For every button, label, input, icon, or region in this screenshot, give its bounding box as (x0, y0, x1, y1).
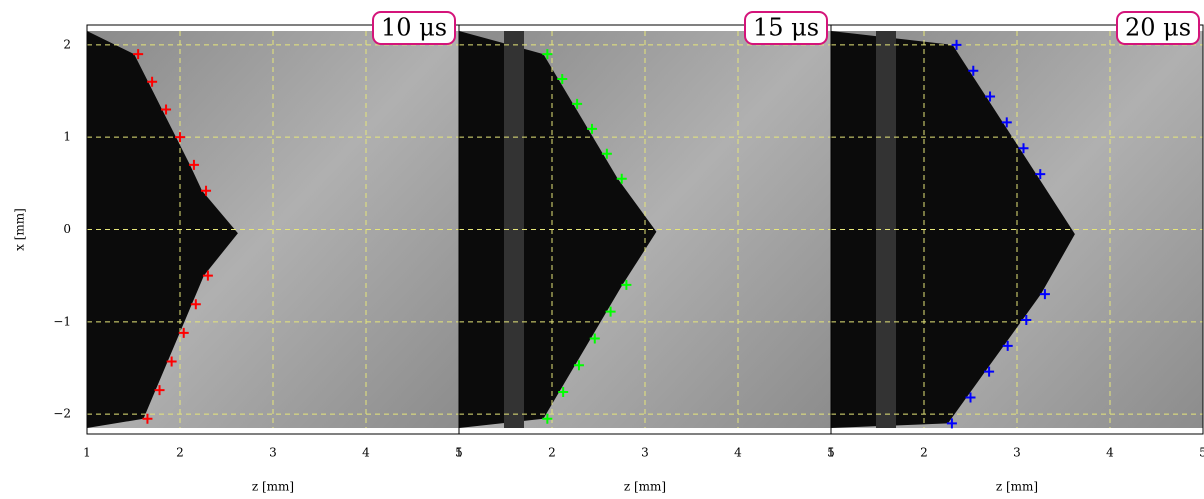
front-marker (572, 98, 583, 109)
x-tick-label: 5 (455, 446, 463, 460)
front-marker (985, 91, 996, 102)
front-marker (178, 327, 189, 338)
annotation: 10 μs (381, 14, 447, 42)
annotation-box (372, 11, 456, 45)
front-marker (573, 360, 584, 371)
x-axis-label: z [mm] (624, 480, 666, 494)
front-marker (154, 385, 165, 396)
front-marker (586, 123, 597, 134)
x-tick-label: 2 (920, 446, 928, 460)
y-tick-label: 0 (63, 222, 71, 236)
front-marker (605, 306, 616, 317)
front-marker (161, 104, 172, 115)
front-marker (1002, 340, 1013, 351)
x-axis-label: z [mm] (996, 480, 1038, 494)
front-marker (946, 418, 957, 429)
front-marker (190, 299, 201, 310)
x-tick-label: 1 (455, 446, 463, 460)
front-marker (142, 413, 153, 424)
x-tick-label: 3 (641, 446, 649, 460)
x-tick-label: 4 (362, 446, 370, 460)
annotation: 15 μs (753, 14, 819, 42)
frame (830, 24, 1204, 435)
y-tick-label: −1 (53, 314, 71, 328)
front-marker (1035, 169, 1046, 180)
front-marker (557, 74, 568, 85)
x-axis-label: z [mm] (252, 480, 294, 494)
x-tick-label: 3 (269, 446, 277, 460)
y-axis-label: x [mm] (13, 208, 27, 251)
front-marker (951, 39, 962, 50)
front-marker (616, 173, 627, 184)
front-marker (188, 159, 199, 170)
front-marker (1001, 117, 1012, 128)
front-marker (166, 356, 177, 367)
y-tick-label: −2 (53, 407, 71, 421)
front-marker (558, 386, 569, 397)
front-marker (1039, 289, 1050, 300)
x-tick-label: 1 (83, 446, 91, 460)
front-marker (1018, 143, 1029, 154)
x-tick-label: 5 (1199, 446, 1204, 460)
x-tick-label: 5 (827, 446, 835, 460)
front-marker (968, 65, 979, 76)
front-marker (542, 413, 553, 424)
x-tick-label: 4 (734, 446, 742, 460)
x-tick-label: 4 (1106, 446, 1114, 460)
front-marker (201, 185, 212, 196)
front-marker (542, 49, 553, 60)
front-marker (589, 333, 600, 344)
x-tick-label: 3 (1013, 446, 1021, 460)
front-marker (147, 76, 158, 87)
front-marker (175, 132, 185, 143)
y-tick-label: 1 (63, 130, 71, 144)
front-marker (133, 49, 144, 60)
front-marker (202, 270, 213, 281)
y-tick-label: 2 (63, 37, 71, 51)
x-tick-label: 2 (176, 446, 184, 460)
front-marker (601, 148, 612, 159)
front-marker (621, 279, 632, 290)
front-marker (1021, 314, 1032, 325)
annotation: 20 μs (1125, 14, 1191, 42)
x-tick-label: 2 (548, 446, 556, 460)
annotation-box (1116, 11, 1200, 45)
front-marker (984, 366, 995, 377)
annotation-box (744, 11, 828, 45)
x-tick-label: 1 (827, 446, 835, 460)
front-marker (965, 392, 976, 403)
